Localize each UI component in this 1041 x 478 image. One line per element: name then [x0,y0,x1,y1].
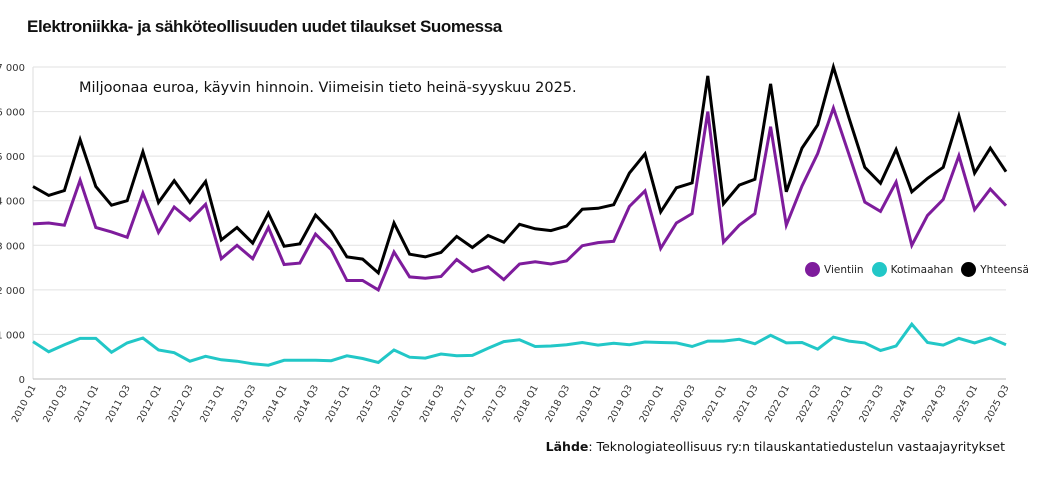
source-text: : Teknologiateollisuus ry:n tilauskantat… [588,439,1005,454]
x-tick-label: 2012 Q1 [135,383,164,424]
legend: Vientiin Kotimaahan Yhteensä [805,262,1029,277]
x-tick-label: 2012 Q3 [167,383,196,424]
x-tick-label: 2017 Q3 [481,383,510,424]
x-tick-label: 2019 Q1 [575,383,604,424]
legend-label: Kotimaahan [890,263,954,276]
series-line-kotimaahan [32,321,1007,367]
y-tick-label: 1 000 [0,330,25,341]
y-tick-label: 5 000 [0,152,25,163]
x-tick-label: 2015 Q1 [324,383,353,424]
series-line-vientiin [32,103,1008,293]
x-tick-label: 2014 Q1 [261,383,290,424]
legend-swatch-icon [805,262,820,277]
x-tick-label: 2023 Q3 [857,383,886,424]
y-tick-label: 2 000 [0,286,25,297]
y-tick-label: 3 000 [0,241,25,252]
x-tick-label: 2024 Q3 [920,383,949,424]
x-tick-label: 2025 Q1 [951,383,980,424]
chart-title: Elektroniikka- ja sähköteollisuuden uude… [27,17,502,36]
x-tick-label: 2025 Q3 [983,383,1012,424]
source-note: Lähde: Teknologiateollisuus ry:n tilausk… [546,439,1005,454]
y-tick-label: 6 000 [0,108,25,119]
x-tick-label: 2016 Q1 [386,383,415,424]
source-label: Lähde [545,439,589,454]
y-tick-label: 7 000 [0,63,25,74]
x-tick-label: 2021 Q3 [732,383,761,424]
x-tick-label: 2018 Q1 [512,383,541,424]
x-tick-label: 2017 Q1 [449,383,478,424]
x-tick-label: 2016 Q3 [418,383,447,424]
x-tick-label: 2022 Q1 [763,383,792,424]
x-tick-label: 2010 Q1 [10,383,39,424]
x-tick-label: 2011 Q1 [73,383,102,424]
legend-label: Vientiin [824,263,864,276]
x-tick-label: 2014 Q3 [292,383,321,424]
x-tick-label: 2022 Q3 [794,383,823,424]
x-tick-label: 2015 Q3 [355,383,384,424]
x-tick-label: 2019 Q3 [606,383,635,424]
x-tick-label: 2011 Q3 [104,383,133,424]
legend-item-vientiin[interactable]: Vientiin [805,262,864,277]
legend-swatch-icon [871,262,887,277]
y-tick-label: 0 [19,375,25,386]
legend-item-kotimaahan[interactable]: Kotimaahan [871,262,954,277]
chart-subtitle: Miljoonaa euroa, käyvin hinnoin. Viimeis… [75,80,581,96]
x-tick-label: 2013 Q1 [198,383,227,424]
x-tick-label: 2021 Q1 [700,383,729,424]
legend-label: Yhteensä [980,263,1029,276]
series-line-yhteensä [32,61,1008,276]
x-tick-label: 2013 Q3 [230,383,259,424]
legend-item-yhteensa[interactable]: Yhteensä [961,262,1029,277]
x-tick-label: 2023 Q1 [826,383,855,424]
x-tick-label: 2018 Q3 [543,383,572,424]
x-tick-label: 2024 Q1 [889,383,918,424]
legend-swatch-icon [961,262,977,277]
x-tick-label: 2020 Q3 [669,383,698,424]
x-tick-label: 2010 Q3 [41,383,70,424]
y-tick-label: 4 000 [0,197,25,208]
x-tick-label: 2020 Q1 [638,383,667,424]
